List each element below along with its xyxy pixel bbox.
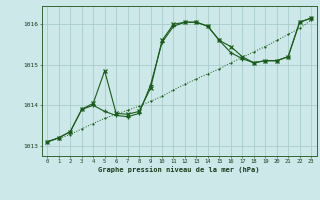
X-axis label: Graphe pression niveau de la mer (hPa): Graphe pression niveau de la mer (hPa) xyxy=(99,166,260,173)
